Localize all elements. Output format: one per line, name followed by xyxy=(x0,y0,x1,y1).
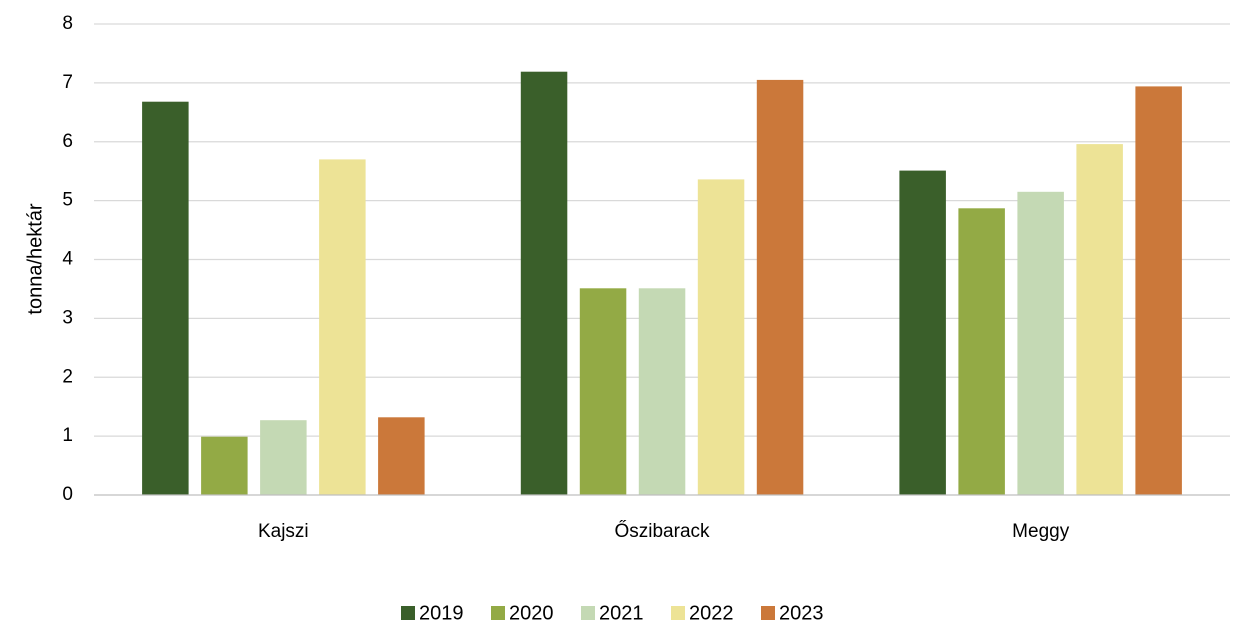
legend-label: 2021 xyxy=(599,602,644,624)
y-tick-label: 1 xyxy=(62,425,73,446)
bar-2021-Őszibarack xyxy=(638,288,686,495)
y-tick-label: 0 xyxy=(62,484,73,505)
legend-swatch xyxy=(671,606,685,620)
bar-2019-Kajszi xyxy=(142,101,189,495)
legend-label: 2020 xyxy=(509,602,554,624)
bar-2023-Meggy xyxy=(1135,86,1182,496)
legend-swatch xyxy=(491,606,505,620)
bar-2020-Kajszi xyxy=(201,436,248,495)
bar-2021-Meggy xyxy=(1017,191,1064,496)
legend-swatch xyxy=(761,606,775,620)
bar-2019-Őszibarack xyxy=(520,71,568,495)
y-tick-label: 4 xyxy=(62,249,73,270)
y-tick-label: 2 xyxy=(62,366,73,387)
bar-2022-Őszibarack xyxy=(697,179,745,495)
y-tick-label: 6 xyxy=(62,131,73,152)
bar-2022-Kajszi xyxy=(319,159,366,495)
x-category-label: Kajszi xyxy=(258,521,309,542)
y-tick-label: 5 xyxy=(62,190,73,211)
y-tick-label: 7 xyxy=(62,72,73,93)
y-axis-ticks: 0 1 2 3 4 5 6 7 8 xyxy=(62,13,73,505)
bars xyxy=(142,71,1182,496)
bar-2023-Őszibarack xyxy=(756,79,804,496)
legend-swatch xyxy=(401,606,415,620)
legend: 2019 2020 2021 2022 2023 xyxy=(401,602,824,624)
legend-label: 2023 xyxy=(779,602,824,624)
legend-swatch xyxy=(581,606,595,620)
y-axis-title: tonna/hektár xyxy=(24,203,46,315)
bar-2022-Meggy xyxy=(1076,144,1123,495)
bar-2021-Kajszi xyxy=(260,420,307,495)
category-labels: Kajszi Őszibarack Meggy xyxy=(258,520,1070,542)
bar-2020-Meggy xyxy=(958,208,1005,496)
bar-2019-Meggy xyxy=(899,170,946,495)
bar-2023-Kajszi xyxy=(378,417,425,495)
x-category-label: Őszibarack xyxy=(614,520,710,542)
legend-label: 2022 xyxy=(689,602,734,624)
y-tick-label: 8 xyxy=(62,13,73,34)
legend-label: 2019 xyxy=(419,602,464,624)
y-tick-label: 3 xyxy=(62,307,73,328)
x-category-label: Meggy xyxy=(1012,521,1070,542)
bar-2020-Őszibarack xyxy=(579,288,627,495)
